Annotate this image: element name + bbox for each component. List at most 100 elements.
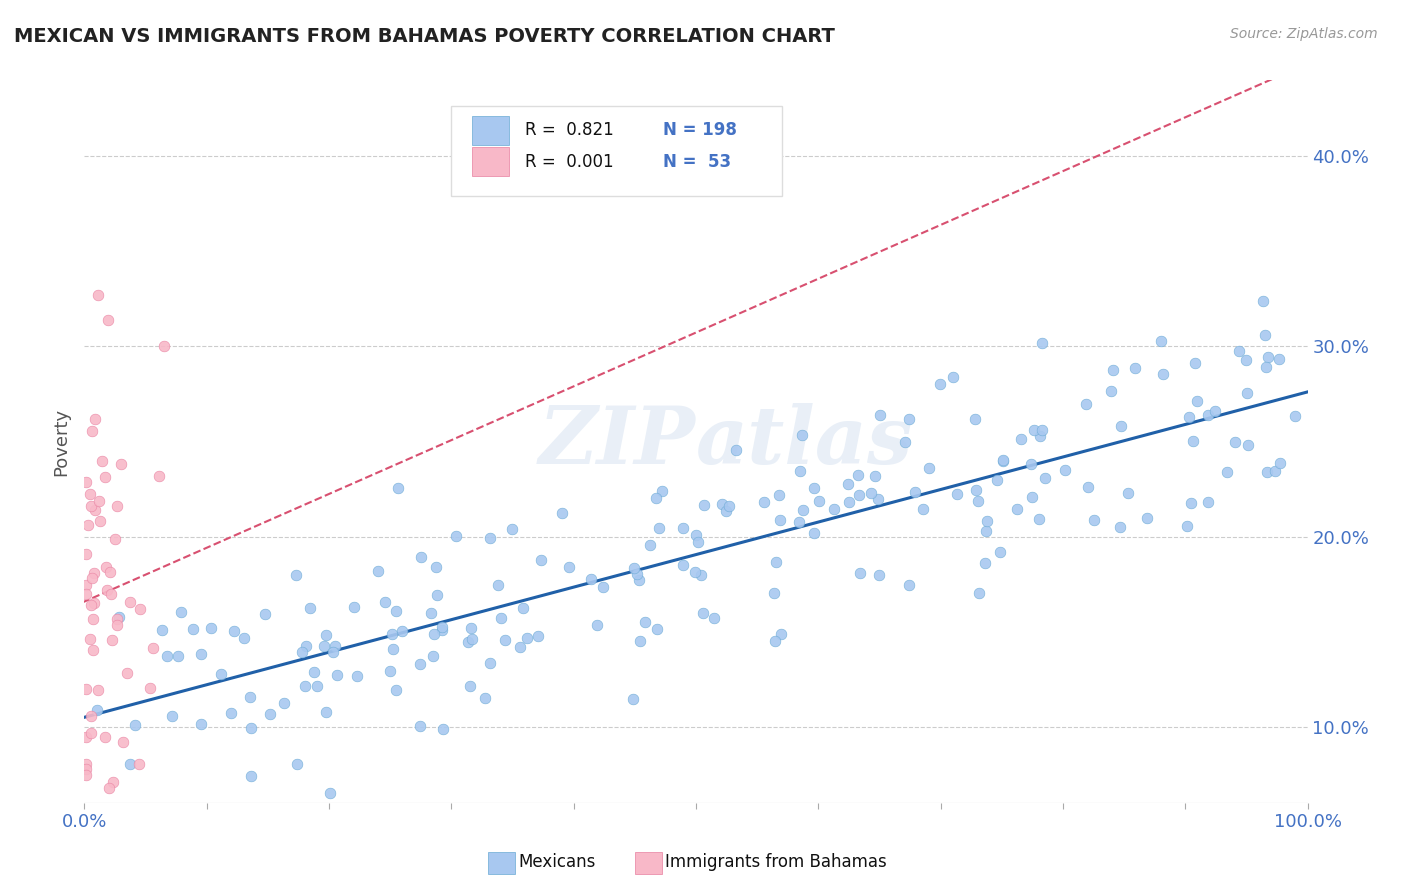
Point (689, 567, 711, 582)
Point (79, 632, 101, 646)
Point (83, 503, 105, 517)
Point (381, 641, 404, 656)
Point (1010, 432, 1032, 446)
Point (765, 555, 787, 569)
Point (100, 587, 122, 601)
Text: Source: ZipAtlas.com: Source: ZipAtlas.com (1230, 27, 1378, 41)
Point (1256, 359, 1278, 374)
Point (803, 481, 825, 495)
Point (315, 628, 337, 642)
Point (763, 586, 786, 600)
Point (849, 566, 872, 580)
Point (101, 633, 124, 648)
Point (868, 567, 890, 582)
Point (75, 577, 97, 591)
Point (1031, 335, 1053, 350)
Point (1019, 458, 1042, 472)
Point (592, 580, 614, 594)
Point (89, 514, 111, 528)
Point (430, 619, 453, 633)
Point (633, 615, 655, 629)
Point (1136, 511, 1159, 525)
Point (1187, 393, 1209, 408)
Point (1099, 384, 1122, 398)
Point (860, 486, 883, 500)
Point (105, 499, 128, 513)
Point (823, 502, 845, 516)
Point (1223, 434, 1246, 449)
Point (628, 634, 651, 648)
Point (460, 632, 482, 646)
Point (87, 682, 110, 697)
Point (87, 493, 110, 508)
Point (111, 735, 134, 749)
Point (75, 475, 97, 489)
Point (118, 757, 141, 772)
Point (83, 566, 105, 581)
Point (79, 599, 101, 613)
Point (83, 596, 105, 610)
Point (993, 453, 1015, 467)
Point (346, 669, 368, 683)
Point (1116, 486, 1139, 500)
Point (530, 553, 553, 567)
Point (76, 517, 98, 532)
Point (644, 491, 666, 505)
Point (284, 568, 307, 582)
Point (425, 560, 447, 574)
Point (103, 532, 125, 546)
Point (94, 730, 117, 744)
Point (219, 706, 242, 720)
Point (1152, 367, 1174, 381)
Text: Immigrants from Bahamas: Immigrants from Bahamas (665, 853, 887, 871)
Point (124, 718, 146, 732)
Point (294, 640, 316, 654)
Point (285, 756, 308, 771)
Point (458, 679, 481, 693)
Point (75, 762, 97, 776)
Point (82, 424, 104, 438)
Point (516, 631, 538, 645)
Point (551, 507, 574, 521)
Point (381, 627, 404, 641)
Point (929, 376, 952, 391)
Point (367, 564, 389, 578)
Point (789, 464, 811, 478)
Text: atlas: atlas (696, 403, 914, 480)
Point (90, 454, 112, 468)
Point (460, 621, 482, 635)
Point (703, 610, 725, 624)
Point (626, 567, 648, 582)
Point (1236, 386, 1258, 401)
Text: N = 198: N = 198 (664, 121, 737, 139)
Point (254, 607, 277, 622)
FancyBboxPatch shape (488, 852, 515, 873)
Point (307, 679, 329, 693)
Point (273, 696, 295, 710)
Point (976, 514, 998, 528)
Point (718, 499, 741, 513)
Point (1182, 434, 1205, 448)
Point (75, 730, 97, 744)
Point (94, 469, 117, 483)
Point (162, 709, 184, 723)
Point (672, 521, 695, 535)
Point (1033, 471, 1056, 485)
Point (494, 632, 516, 647)
Point (423, 626, 446, 640)
Text: Mexicans: Mexicans (519, 853, 596, 871)
Point (128, 757, 150, 772)
Point (190, 648, 212, 662)
Point (768, 488, 790, 502)
Point (322, 645, 344, 659)
Point (82, 612, 104, 626)
Point (97, 313, 120, 327)
Point (108, 610, 131, 624)
Point (82, 643, 104, 657)
Point (409, 657, 432, 671)
Point (558, 560, 581, 574)
Point (142, 641, 165, 656)
Point (86, 703, 108, 717)
Point (1054, 463, 1077, 477)
Point (166, 648, 188, 663)
